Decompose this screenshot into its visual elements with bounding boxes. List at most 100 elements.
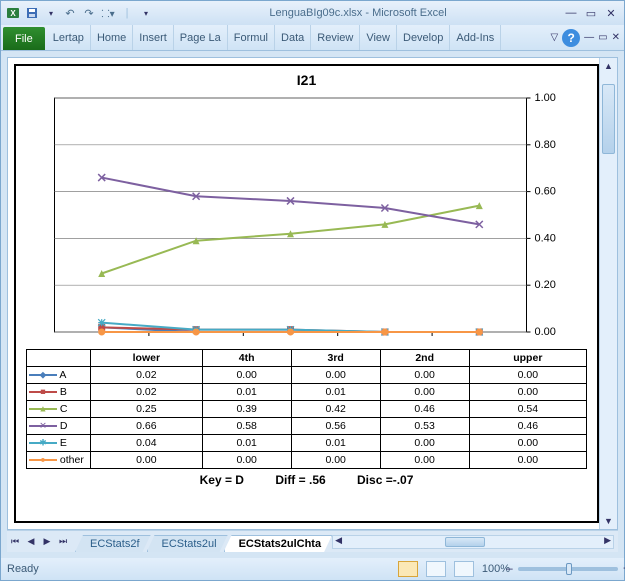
ribbon-tab-formul[interactable]: Formul	[228, 25, 275, 50]
table-cell: 0.00	[469, 384, 586, 401]
table-col-header: 2nd	[380, 350, 469, 367]
workbook-close-icon[interactable]: ✕	[612, 32, 620, 43]
chart-svg: 0.000.200.400.600.801.00	[26, 90, 587, 350]
ribbon-tab-develop[interactable]: Develop	[397, 25, 450, 50]
table-cell: 0.42	[291, 401, 380, 418]
tab-first-icon[interactable]: ⏮	[7, 536, 23, 547]
stat-diff: Diff = .56	[275, 473, 325, 487]
table-row: ✱ E0.040.010.010.000.00	[27, 435, 587, 452]
ribbon-tab-view[interactable]: View	[360, 25, 397, 50]
save-icon[interactable]	[24, 5, 40, 21]
ribbon-minimize-icon[interactable]: ▽	[550, 32, 558, 43]
ribbon-tab-insert[interactable]: Insert	[133, 25, 174, 50]
sheet-tab-ecstats2f[interactable]: ECStats2f	[75, 535, 151, 552]
chevron-down-icon[interactable]: ▾	[43, 5, 59, 21]
table-cell: 0.53	[380, 418, 469, 435]
file-tab[interactable]: File	[3, 27, 45, 50]
scroll-up-icon[interactable]: ▲	[600, 58, 617, 74]
table-cell: 0.58	[202, 418, 291, 435]
chart-object[interactable]: I21 0.000.200.400.600.801.00 lower4th3rd…	[14, 64, 599, 523]
status-ready: Ready	[7, 563, 39, 575]
table-row: ■ B0.020.010.010.000.00	[27, 384, 587, 401]
table-cell: 0.01	[202, 435, 291, 452]
sheet-nav: ⏮ ◀ ▶ ⏭	[7, 536, 71, 547]
help-icon[interactable]: ?	[562, 29, 580, 47]
workbook-restore-icon[interactable]: ▭	[598, 32, 607, 43]
svg-text:1.00: 1.00	[535, 92, 556, 104]
table-cell: 0.66	[91, 418, 203, 435]
qat-more-icon[interactable]: ⸬▾	[100, 5, 116, 21]
view-normal-button[interactable]	[398, 561, 418, 577]
table-cell: 0.01	[202, 384, 291, 401]
stat-key: Key = D	[200, 473, 244, 487]
sheet-tab-ecstats2ulchta[interactable]: ECStats2ulChta	[224, 535, 333, 552]
quick-access-toolbar: X ▾ ↶ ↷ ⸬▾ | ▾	[5, 5, 154, 21]
horizontal-scrollbar[interactable]: ◀ ▶	[332, 535, 614, 549]
series-name: E	[60, 437, 67, 449]
series-name: other	[60, 454, 84, 466]
table-cell: 0.00	[380, 435, 469, 452]
svg-text:X: X	[10, 9, 16, 18]
workarea: I21 0.000.200.400.600.801.00 lower4th3rd…	[1, 51, 624, 558]
window-controls: — ▭ ✕	[562, 6, 620, 20]
titlebar: X ▾ ↶ ↷ ⸬▾ | ▾ LenguaBIg09c.xlsx - Micro…	[1, 1, 624, 25]
table-row: ● other0.000.000.000.000.00	[27, 452, 587, 469]
table-cell: 0.00	[380, 384, 469, 401]
table-cell: 0.46	[380, 401, 469, 418]
ribbon-tab-data[interactable]: Data	[275, 25, 311, 50]
ribbon-tab-home[interactable]: Home	[91, 25, 133, 50]
table-cell: 0.00	[291, 452, 380, 469]
ribbon-tab-pagela[interactable]: Page La	[174, 25, 228, 50]
table-cell: 0.00	[469, 452, 586, 469]
svg-text:0.80: 0.80	[535, 139, 556, 151]
tab-next-icon[interactable]: ▶	[39, 536, 55, 547]
zoom-knob[interactable]	[566, 563, 572, 575]
close-button[interactable]: ✕	[602, 6, 620, 20]
ribbon: File LertapHomeInsertPage LaFormulDataRe…	[1, 25, 624, 51]
table-col-header: lower	[91, 350, 203, 367]
tab-last-icon[interactable]: ⏭	[55, 536, 71, 547]
table-cell: 0.25	[91, 401, 203, 418]
minimize-button[interactable]: —	[562, 6, 580, 20]
undo-icon[interactable]: ↶	[62, 5, 78, 21]
sheet-view: I21 0.000.200.400.600.801.00 lower4th3rd…	[7, 57, 618, 530]
scroll-thumb[interactable]	[602, 84, 615, 154]
sheet-tab-ecstats2ul[interactable]: ECStats2ul	[147, 535, 228, 552]
table-cell: 0.00	[202, 452, 291, 469]
ribbon-tab-add-ins[interactable]: Add-Ins	[450, 25, 501, 50]
tab-prev-icon[interactable]: ◀	[23, 536, 39, 547]
table-cell: 0.00	[202, 367, 291, 384]
series-name: B	[60, 386, 67, 398]
table-cell: 0.56	[291, 418, 380, 435]
ribbon-tab-lertap[interactable]: Lertap	[47, 25, 91, 50]
table-cell: 0.00	[469, 435, 586, 452]
excel-icon: X	[5, 5, 21, 21]
hscroll-left-icon[interactable]: ◀	[335, 535, 342, 546]
svg-text:0.60: 0.60	[535, 186, 556, 198]
table-cell: 0.39	[202, 401, 291, 418]
vertical-scrollbar[interactable]: ▲ ▼	[599, 58, 617, 529]
table-cell: 0.00	[380, 452, 469, 469]
maximize-button[interactable]: ▭	[582, 6, 600, 20]
stat-disc: Disc =-.07	[357, 473, 413, 487]
table-col-header: upper	[469, 350, 586, 367]
qat-dropdown-icon[interactable]: ▾	[138, 5, 154, 21]
svg-text:0.40: 0.40	[535, 232, 556, 244]
plot-area: 0.000.200.400.600.801.00	[26, 90, 587, 350]
series-name: A	[59, 369, 66, 381]
table-cell: 0.01	[291, 384, 380, 401]
ribbon-tab-review[interactable]: Review	[311, 25, 360, 50]
hscroll-thumb[interactable]	[445, 537, 485, 547]
table-col-header: 3rd	[291, 350, 380, 367]
workbook-min-icon[interactable]: —	[584, 32, 594, 43]
zoom-slider[interactable]: – +	[518, 567, 618, 571]
view-pagebreak-button[interactable]	[454, 561, 474, 577]
table-row: ▲ C0.250.390.420.460.54	[27, 401, 587, 418]
hscroll-right-icon[interactable]: ▶	[604, 535, 611, 546]
stats-line: Key = D Diff = .56 Disc =-.07	[26, 473, 587, 487]
scroll-down-icon[interactable]: ▼	[600, 513, 617, 529]
view-layout-button[interactable]	[426, 561, 446, 577]
redo-icon[interactable]: ↷	[81, 5, 97, 21]
zoom-out-icon[interactable]: –	[506, 561, 513, 575]
table-col-header: 4th	[202, 350, 291, 367]
